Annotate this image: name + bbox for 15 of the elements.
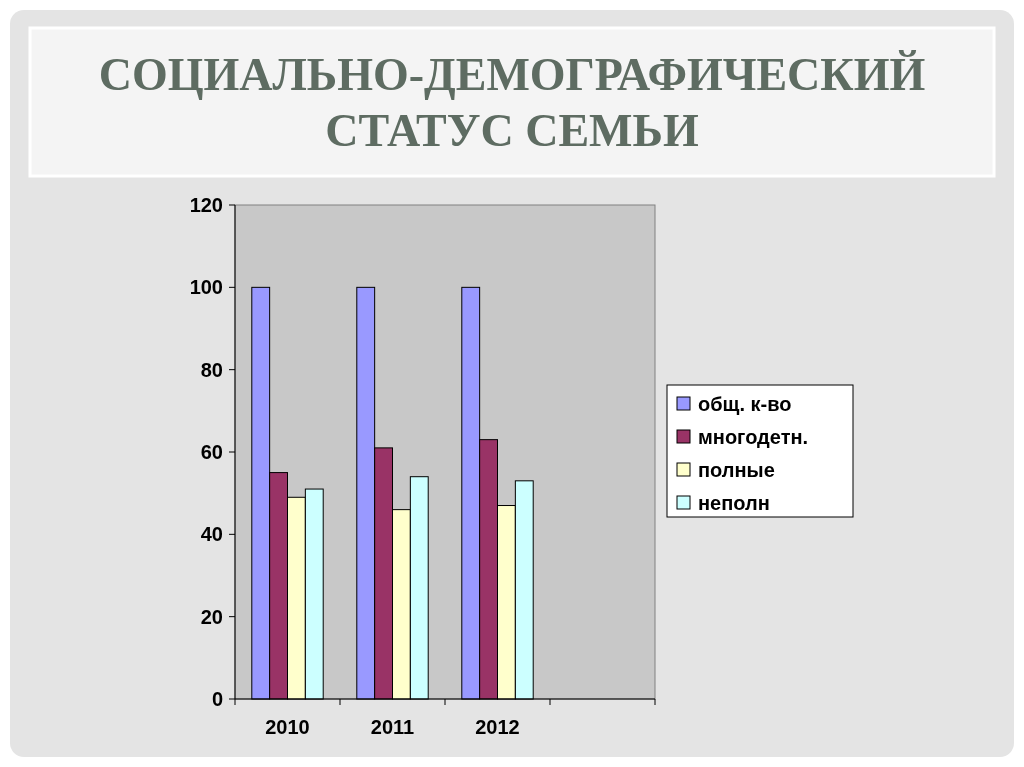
y-tick-label: 40 [200, 523, 223, 546]
legend-label: общ. к-во [698, 393, 792, 415]
y-tick-label: 20 [200, 605, 223, 628]
x-tick-label: 2012 [475, 716, 520, 738]
x-tick-label: 2011 [370, 716, 415, 738]
y-tick-label: 120 [189, 194, 223, 216]
y-tick-label: 80 [200, 358, 223, 381]
y-tick-label: 100 [189, 276, 223, 299]
y-tick-label: 60 [200, 441, 223, 463]
y-tick-label: 0 [211, 688, 223, 710]
chart-title: СОЦИАЛЬНО-ДЕМОГРАФИЧЕСКИЙ СТАТУС СЕМЬИ [98, 49, 926, 156]
legend-label: многодетн. [698, 426, 809, 448]
x-tick-label: 2010 [265, 716, 310, 738]
legend-label: неполн [698, 492, 770, 514]
legend-label: полные [698, 459, 775, 481]
